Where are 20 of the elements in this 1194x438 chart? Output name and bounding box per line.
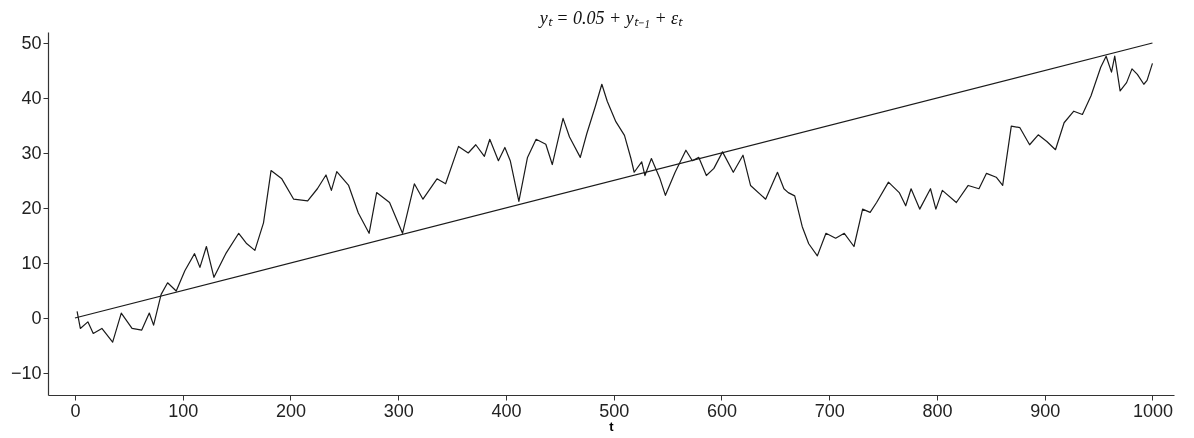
x-tick-label: 1000 bbox=[1132, 400, 1173, 421]
x-tick-label: 0 bbox=[70, 400, 81, 421]
x-tick-label: 100 bbox=[168, 400, 199, 421]
x-tick-label: 800 bbox=[922, 400, 953, 421]
x-tick-label: 300 bbox=[383, 400, 414, 421]
y-tick-label: 50 bbox=[21, 32, 42, 53]
x-tick-label: 700 bbox=[814, 400, 845, 421]
x-tick-label: 500 bbox=[599, 400, 630, 421]
y-tick-label: 0 bbox=[31, 307, 42, 328]
x-tick-label: 600 bbox=[706, 400, 737, 421]
y-tick-label: 20 bbox=[21, 197, 42, 218]
x-tick-label: 200 bbox=[275, 400, 306, 421]
x-axis-title: t bbox=[609, 418, 615, 434]
y-tick-label: 10 bbox=[21, 252, 42, 273]
x-tick-label: 400 bbox=[491, 400, 522, 421]
y-tick-label: −10 bbox=[10, 362, 42, 383]
y-tick-label: 30 bbox=[21, 142, 42, 163]
chart-title: yₜ = 0.05 + yₜ₋₁ + εₜ bbox=[537, 8, 684, 28]
y-tick-label: 40 bbox=[21, 87, 42, 108]
x-tick-label: 900 bbox=[1030, 400, 1061, 421]
